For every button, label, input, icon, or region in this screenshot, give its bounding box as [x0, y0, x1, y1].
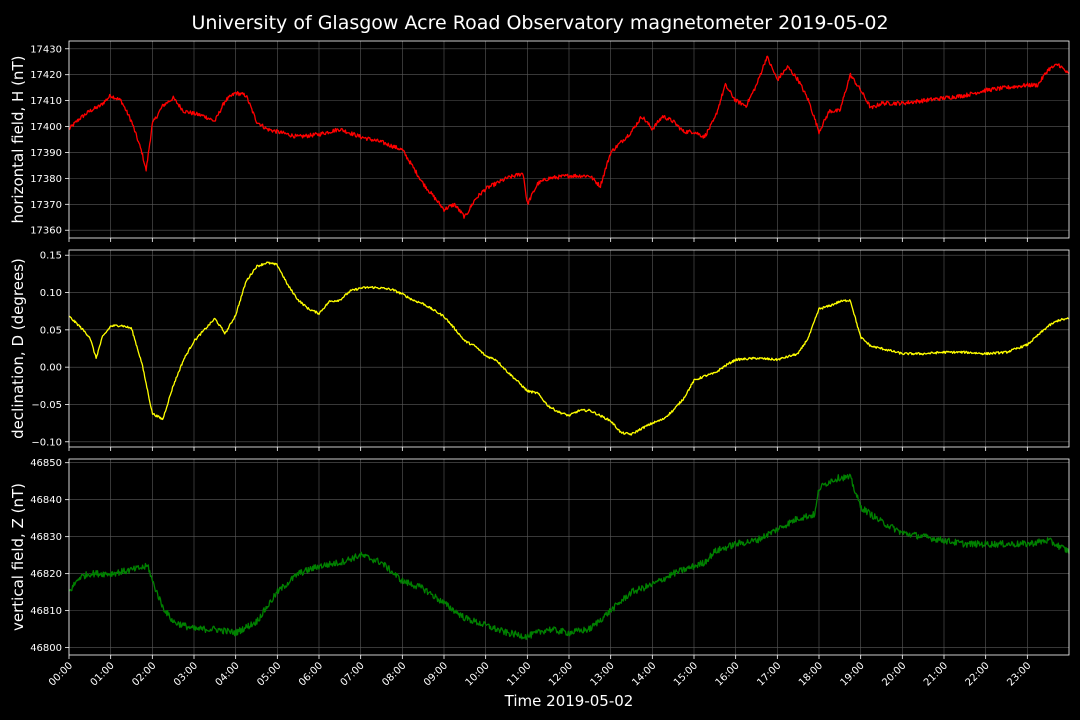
- panel-H: 17360 17370 17380 17390 17400 17410 17420 17430…: [9, 40, 1070, 242]
- y-tick-label: 46820: [30, 569, 62, 580]
- axes-frame: [68, 249, 1070, 448]
- series-line-H: [68, 55, 1070, 219]
- axes-frame: [68, 458, 1070, 656]
- y-tick-label: 17390: [30, 148, 62, 159]
- y-tick-label: 0.05: [40, 325, 62, 336]
- y-tick-label: 17380: [30, 174, 62, 185]
- y-axis-label-D: declination, D (degrees): [9, 258, 27, 439]
- panel-Z: 46800 46810 46820 46830 46840 46850 vertical f…: [9, 458, 1070, 659]
- y-tick-label: 46840: [30, 495, 62, 506]
- y-tick-label: 17400: [30, 122, 62, 133]
- series-line-D: [68, 261, 1070, 436]
- y-tick-label: 17430: [30, 44, 62, 55]
- axes-frame: [68, 40, 1070, 239]
- y-tick-label: 46830: [30, 532, 62, 543]
- y-tick-label: 17420: [30, 70, 62, 81]
- y-tick-label: 46850: [30, 458, 62, 469]
- y-tick-label: 46810: [30, 606, 62, 617]
- panel-D: −0.10 −0.05 0.00 0.05 0.10 0.15 declination, D…: [9, 249, 1070, 451]
- y-tick-label: −0.05: [31, 400, 62, 411]
- y-tick-label: 0.15: [40, 251, 62, 262]
- y-tick-label: −0.10: [31, 437, 62, 448]
- y-axis-label-H: horizontal field, H (nT): [9, 56, 27, 224]
- series-line-Z: [68, 473, 1070, 641]
- y-tick-label: 0.10: [40, 288, 62, 299]
- y-tick-label: 0.00: [40, 363, 62, 374]
- y-tick-label: 46800: [30, 643, 62, 654]
- y-tick-label: 17370: [30, 200, 62, 211]
- y-tick-label: 17410: [30, 96, 62, 107]
- x-axis-label: Time 2019-05-02: [504, 692, 634, 710]
- y-axis-label-Z: vertical field, Z (nT): [9, 483, 27, 631]
- chart-title: University of Glasgow Acre Road Observat…: [191, 12, 888, 34]
- y-tick-label: 17360: [30, 226, 62, 237]
